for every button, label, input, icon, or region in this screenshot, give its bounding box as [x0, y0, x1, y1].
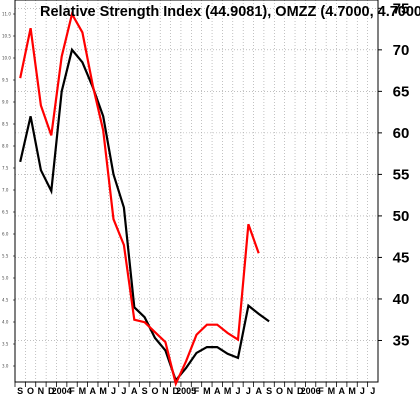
x-tick-label: J [246, 386, 251, 396]
x-tick-label: J [370, 386, 375, 396]
left-tick-label: 4.0 [2, 320, 9, 325]
left-tick-label: 7.5 [2, 166, 9, 171]
x-tick-label: 2005 [176, 386, 196, 396]
x-tick-label: 2004 [52, 386, 72, 396]
x-tick-label: M [328, 386, 336, 396]
left-tick-label: 9.5 [2, 78, 9, 83]
right-axis: 35 40 45 50 55 60 65 70 75 [378, 0, 409, 349]
left-tick-label: 6.5 [2, 210, 9, 215]
x-tick-label: A [131, 386, 138, 396]
left-tick-label: 7.0 [2, 188, 9, 193]
left-tick-label: 5.5 [2, 254, 9, 259]
right-tick-label: 75 [393, 0, 410, 17]
series-line-black [19, 47, 270, 383]
x-tick-label: A [90, 386, 97, 396]
left-tick-label: 9.0 [2, 100, 9, 105]
series-lines [19, 11, 270, 388]
x-tick-label: M [348, 386, 356, 396]
left-tick-label: 3.0 [2, 364, 9, 369]
left-axis: 3.0 3.5 4.0 4.5 5.0 5.5 6.0 6.5 7.0 7.5 8.0 8.5 9.0 9… [2, 12, 15, 369]
x-tick-label: M [203, 386, 211, 396]
x-tick-label: S [266, 386, 272, 396]
left-tick-label: 3.5 [2, 342, 9, 347]
grid-lines [15, 0, 378, 382]
x-tick-label: N [162, 386, 169, 396]
x-tick-label: O [276, 386, 283, 396]
chart-title: Relative Strength Index (44.9081), OMZZ … [40, 4, 420, 20]
left-tick-label: 11.0 [2, 12, 11, 17]
right-tick-label: 55 [393, 166, 410, 183]
left-tick-label: 4.5 [2, 298, 9, 303]
left-tick-label: 8.0 [2, 144, 9, 149]
left-tick-label: 10.0 [2, 56, 11, 61]
x-tick-label: M [79, 386, 87, 396]
right-tick-label: 50 [393, 208, 410, 225]
x-tick-label: D [297, 386, 304, 396]
x-tick-label: S [142, 386, 148, 396]
x-tick-label: A [255, 386, 262, 396]
right-tick-label: 45 [393, 249, 410, 266]
x-tick-label: J [121, 386, 126, 396]
x-tick-label: F [318, 386, 324, 396]
right-tick-label: 70 [393, 42, 410, 59]
right-tick-label: 60 [393, 125, 410, 142]
x-tick-label: N [287, 386, 294, 396]
x-tick-label: S [17, 386, 23, 396]
left-tick-label: 6.0 [2, 232, 9, 237]
x-tick-label: J [360, 386, 365, 396]
x-tick-label: 2006 [301, 386, 321, 396]
plot-frame [14, 0, 379, 383]
left-tick-label: 8.5 [2, 122, 9, 127]
x-tick-label: A [214, 386, 221, 396]
x-tick-label: M [99, 386, 107, 396]
x-tick-label: A [338, 386, 345, 396]
left-tick-label: 10.5 [2, 34, 11, 39]
x-tick-label: J [235, 386, 240, 396]
x-tick-label: J [111, 386, 116, 396]
right-tick-label: 65 [393, 83, 410, 100]
series-line-red [19, 11, 260, 388]
x-tick-label: D [48, 386, 55, 396]
right-tick-label: 40 [393, 291, 410, 308]
x-tick-label: O [27, 386, 34, 396]
left-tick-label: 5.0 [2, 276, 9, 281]
x-tick-label: F [194, 386, 200, 396]
x-tick-label: F [69, 386, 75, 396]
x-tick-label: M [224, 386, 232, 396]
right-tick-label: 35 [393, 332, 410, 349]
x-tick-label: N [38, 386, 45, 396]
x-tick-label: O [152, 386, 159, 396]
x-tick-label: D [173, 386, 180, 396]
